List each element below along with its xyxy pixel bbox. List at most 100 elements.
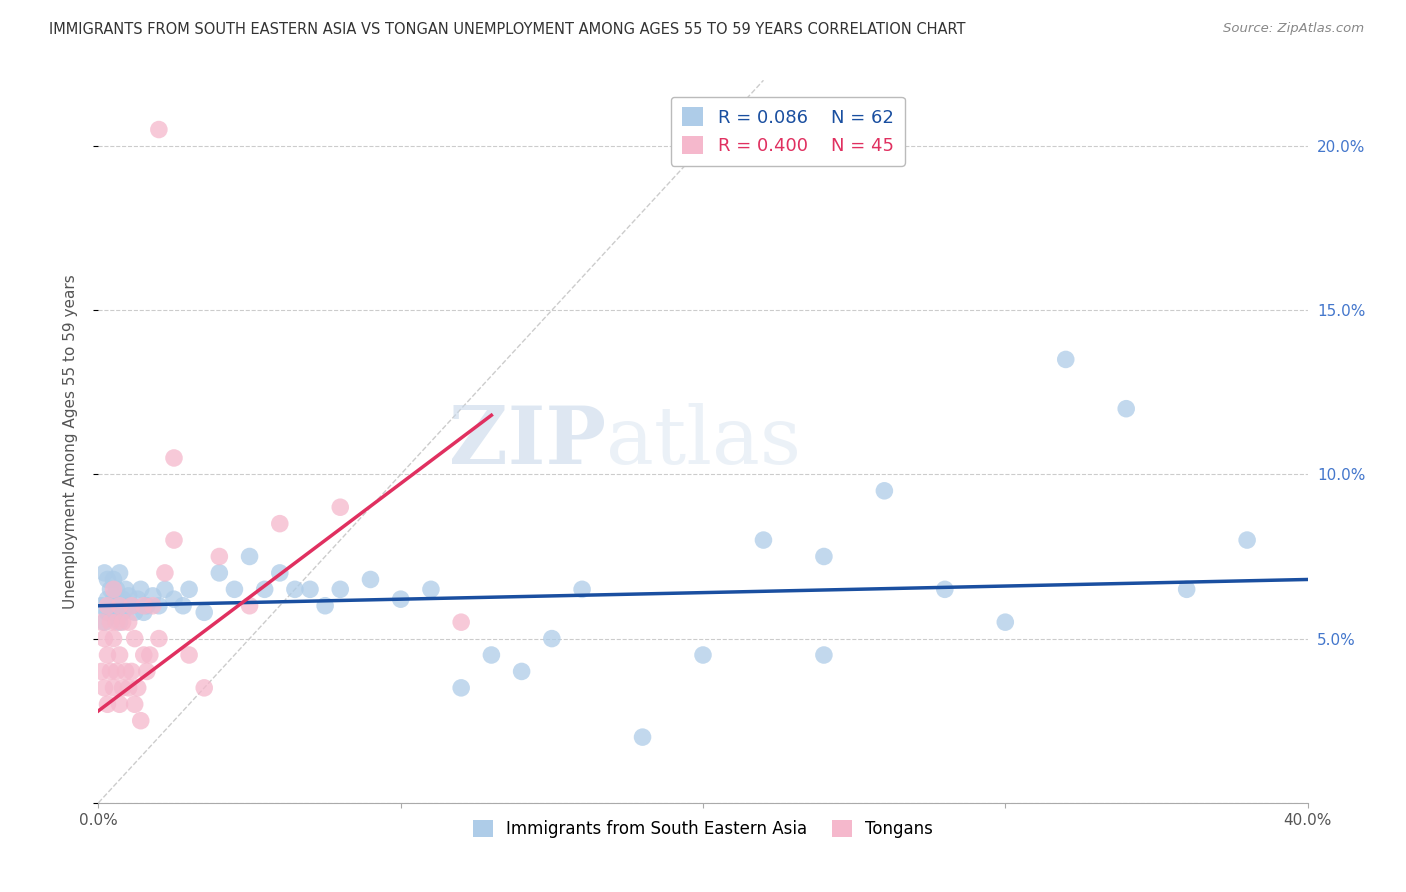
Point: [269, 566, 291, 580]
Point: [129, 714, 152, 728]
Point: [142, 599, 165, 613]
Point: [100, 599, 122, 613]
Point: [103, 681, 125, 695]
Point: [111, 592, 134, 607]
Point: [193, 605, 215, 619]
Point: [108, 698, 131, 712]
Point: [114, 599, 136, 613]
Text: IMMIGRANTS FROM SOUTH EASTERN ASIA VS TONGAN UNEMPLOYMENT AMONG AGES 55 TO 59 YE: IMMIGRANTS FROM SOUTH EASTERN ASIA VS TO…: [49, 22, 966, 37]
Point: [153, 566, 176, 580]
Text: ZIP: ZIP: [450, 402, 606, 481]
Point: [314, 599, 336, 613]
Point: [96, 599, 118, 613]
Point: [90, 615, 112, 630]
Point: [100, 582, 122, 597]
Point: [96, 698, 118, 712]
Point: [124, 632, 146, 646]
Point: [111, 615, 134, 630]
Point: [571, 582, 593, 597]
Point: [127, 592, 149, 607]
Point: [239, 599, 262, 613]
Point: [1175, 582, 1198, 597]
Point: [132, 599, 155, 613]
Point: [121, 599, 143, 613]
Point: [105, 599, 128, 613]
Point: [193, 681, 215, 695]
Point: [103, 573, 125, 587]
Point: [163, 450, 186, 465]
Point: [96, 648, 118, 662]
Point: [510, 665, 533, 679]
Point: [100, 665, 122, 679]
Point: [253, 582, 276, 597]
Point: [103, 632, 125, 646]
Point: [103, 592, 125, 607]
Point: [813, 648, 835, 662]
Point: [224, 582, 246, 597]
Point: [93, 632, 115, 646]
Point: [93, 681, 115, 695]
Point: [135, 599, 157, 613]
Point: [1236, 533, 1258, 547]
Point: [127, 681, 149, 695]
Point: [172, 599, 194, 613]
Point: [96, 605, 118, 619]
Point: [179, 582, 201, 597]
Legend: Immigrants from South Eastern Asia, Tongans: Immigrants from South Eastern Asia, Tong…: [465, 814, 941, 845]
Point: [93, 566, 115, 580]
Point: [121, 599, 143, 613]
Point: [450, 681, 472, 695]
Point: [96, 573, 118, 587]
Point: [1054, 352, 1077, 367]
Point: [692, 648, 714, 662]
Point: [118, 589, 141, 603]
Point: [163, 533, 186, 547]
Point: [179, 648, 201, 662]
Point: [142, 589, 165, 603]
Point: [135, 665, 157, 679]
Point: [299, 582, 322, 597]
Point: [118, 681, 141, 695]
Point: [132, 648, 155, 662]
Point: [105, 582, 128, 597]
Point: [148, 122, 170, 136]
Point: [239, 549, 262, 564]
Point: [121, 665, 143, 679]
Point: [129, 582, 152, 597]
Point: [813, 549, 835, 564]
Point: [873, 483, 896, 498]
Point: [269, 516, 291, 531]
Point: [752, 533, 775, 547]
Point: [153, 582, 176, 597]
Point: [108, 648, 131, 662]
Point: [90, 599, 112, 613]
Point: [103, 582, 125, 597]
Point: [90, 665, 112, 679]
Text: atlas: atlas: [606, 402, 801, 481]
Text: Source: ZipAtlas.com: Source: ZipAtlas.com: [1223, 22, 1364, 36]
Point: [96, 592, 118, 607]
Point: [329, 582, 352, 597]
Point: [114, 582, 136, 597]
Point: [132, 605, 155, 619]
Point: [124, 698, 146, 712]
Point: [108, 566, 131, 580]
Point: [103, 605, 125, 619]
Point: [540, 632, 562, 646]
Point: [360, 573, 382, 587]
Point: [111, 681, 134, 695]
Point: [208, 549, 231, 564]
Point: [114, 665, 136, 679]
Point: [124, 605, 146, 619]
Point: [105, 615, 128, 630]
Point: [108, 599, 131, 613]
Point: [100, 615, 122, 630]
Point: [111, 605, 134, 619]
Point: [105, 665, 128, 679]
Point: [329, 500, 352, 515]
Point: [93, 615, 115, 630]
Point: [481, 648, 503, 662]
Point: [389, 592, 412, 607]
Point: [994, 615, 1017, 630]
Point: [284, 582, 307, 597]
